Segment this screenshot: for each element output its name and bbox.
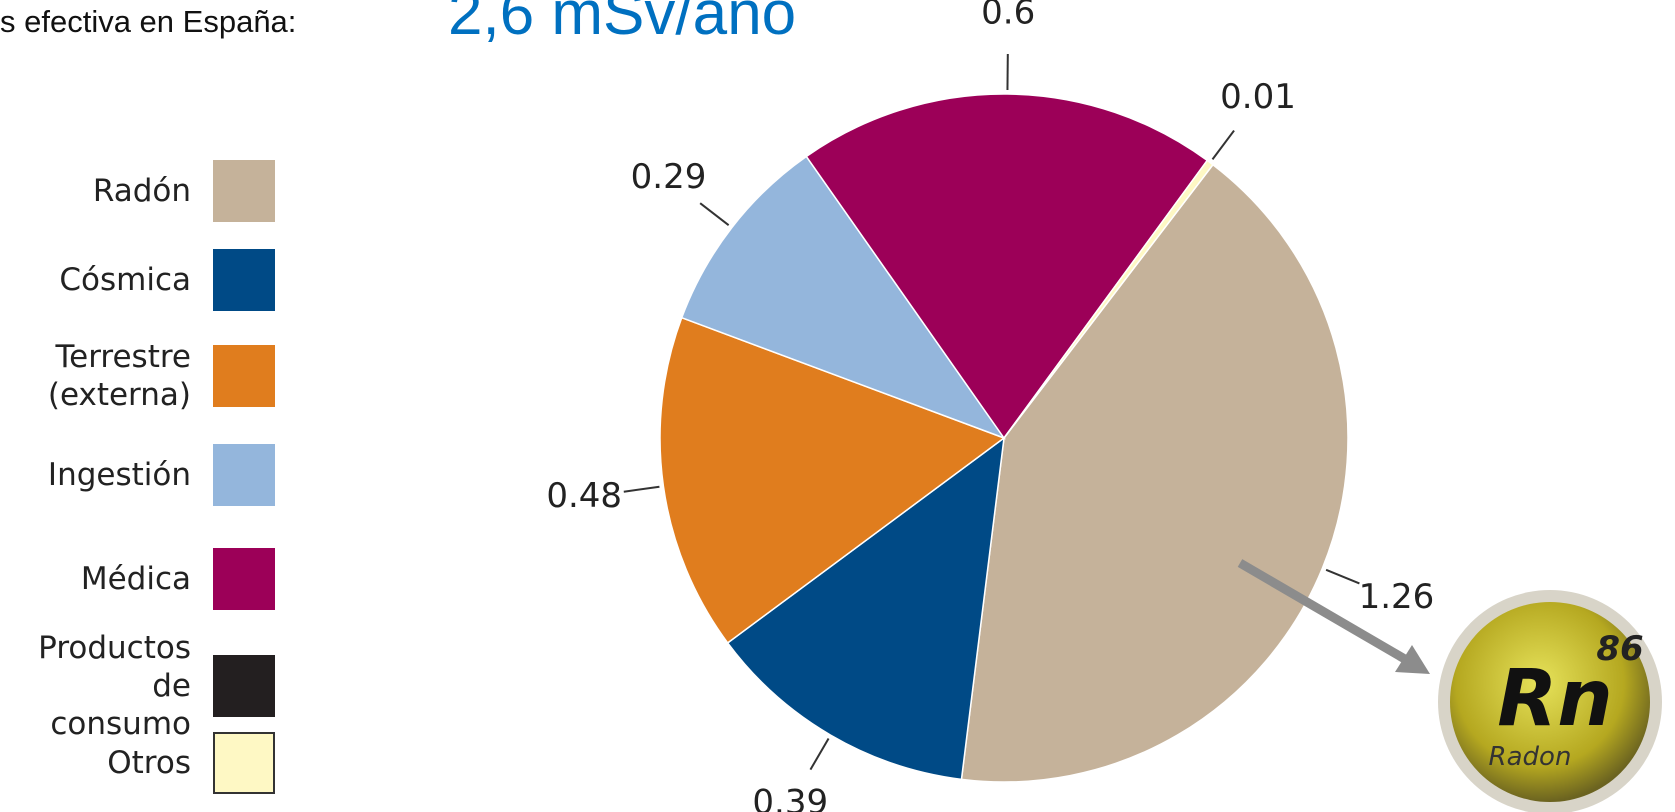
leader-line xyxy=(1325,568,1360,585)
legend-item: Otros xyxy=(8,732,275,794)
pie-slice xyxy=(805,93,1209,440)
legend-swatch xyxy=(213,548,275,610)
data-label: 0.01 xyxy=(1220,77,1296,117)
data-label: 0.29 xyxy=(631,157,707,197)
pie-slice xyxy=(680,155,1007,440)
legend-swatch xyxy=(213,345,275,407)
data-label: 0.48 xyxy=(546,476,622,516)
legend-item: Médica xyxy=(8,548,275,610)
legend-label: Productos de consumo xyxy=(38,630,191,742)
legend-label: Radón xyxy=(92,173,191,209)
pie xyxy=(659,93,1349,783)
legend-label: Otros xyxy=(107,745,191,781)
legend-item: Terrestre (externa) xyxy=(8,338,275,414)
legend-label: Cósmica xyxy=(59,262,191,298)
data-label: 1.26 xyxy=(1359,577,1435,617)
leader-line xyxy=(809,738,830,771)
legend-item: Ingestión xyxy=(8,444,275,506)
legend-item: Cósmica xyxy=(8,249,275,311)
badge-symbol: Rn xyxy=(1497,654,1613,744)
chart-title: s efectiva en España: xyxy=(0,4,297,39)
legend-item: Radón xyxy=(8,160,275,222)
legend-swatch xyxy=(213,444,275,506)
pie-slice xyxy=(1003,159,1214,439)
legend-swatch xyxy=(213,732,275,794)
arrow xyxy=(1237,559,1418,669)
data-label: 0.6 xyxy=(981,0,1035,33)
leader-line xyxy=(623,485,660,493)
arrow-head xyxy=(1395,645,1430,674)
legend-label: Ingestión xyxy=(47,457,191,493)
badge-number: 86 xyxy=(1596,629,1643,669)
legend-label: Terrestre (externa) xyxy=(47,339,191,413)
badge-name: Radon xyxy=(1489,742,1572,772)
pie-slice xyxy=(726,436,1005,781)
legend-swatch xyxy=(213,160,275,222)
leader-line xyxy=(699,202,730,226)
chart-subtitle: 2,6 mSv/año xyxy=(448,0,797,48)
pie-slice xyxy=(960,163,1349,783)
legend-item: Productos de consumo xyxy=(8,629,275,743)
leader-line xyxy=(1211,129,1235,160)
data-label: 0.39 xyxy=(752,783,828,812)
legend-swatch xyxy=(213,655,275,717)
badge xyxy=(1450,602,1650,802)
pie-slice xyxy=(659,316,1006,644)
legend-label: Médica xyxy=(80,561,191,597)
legend-swatch xyxy=(213,249,275,311)
